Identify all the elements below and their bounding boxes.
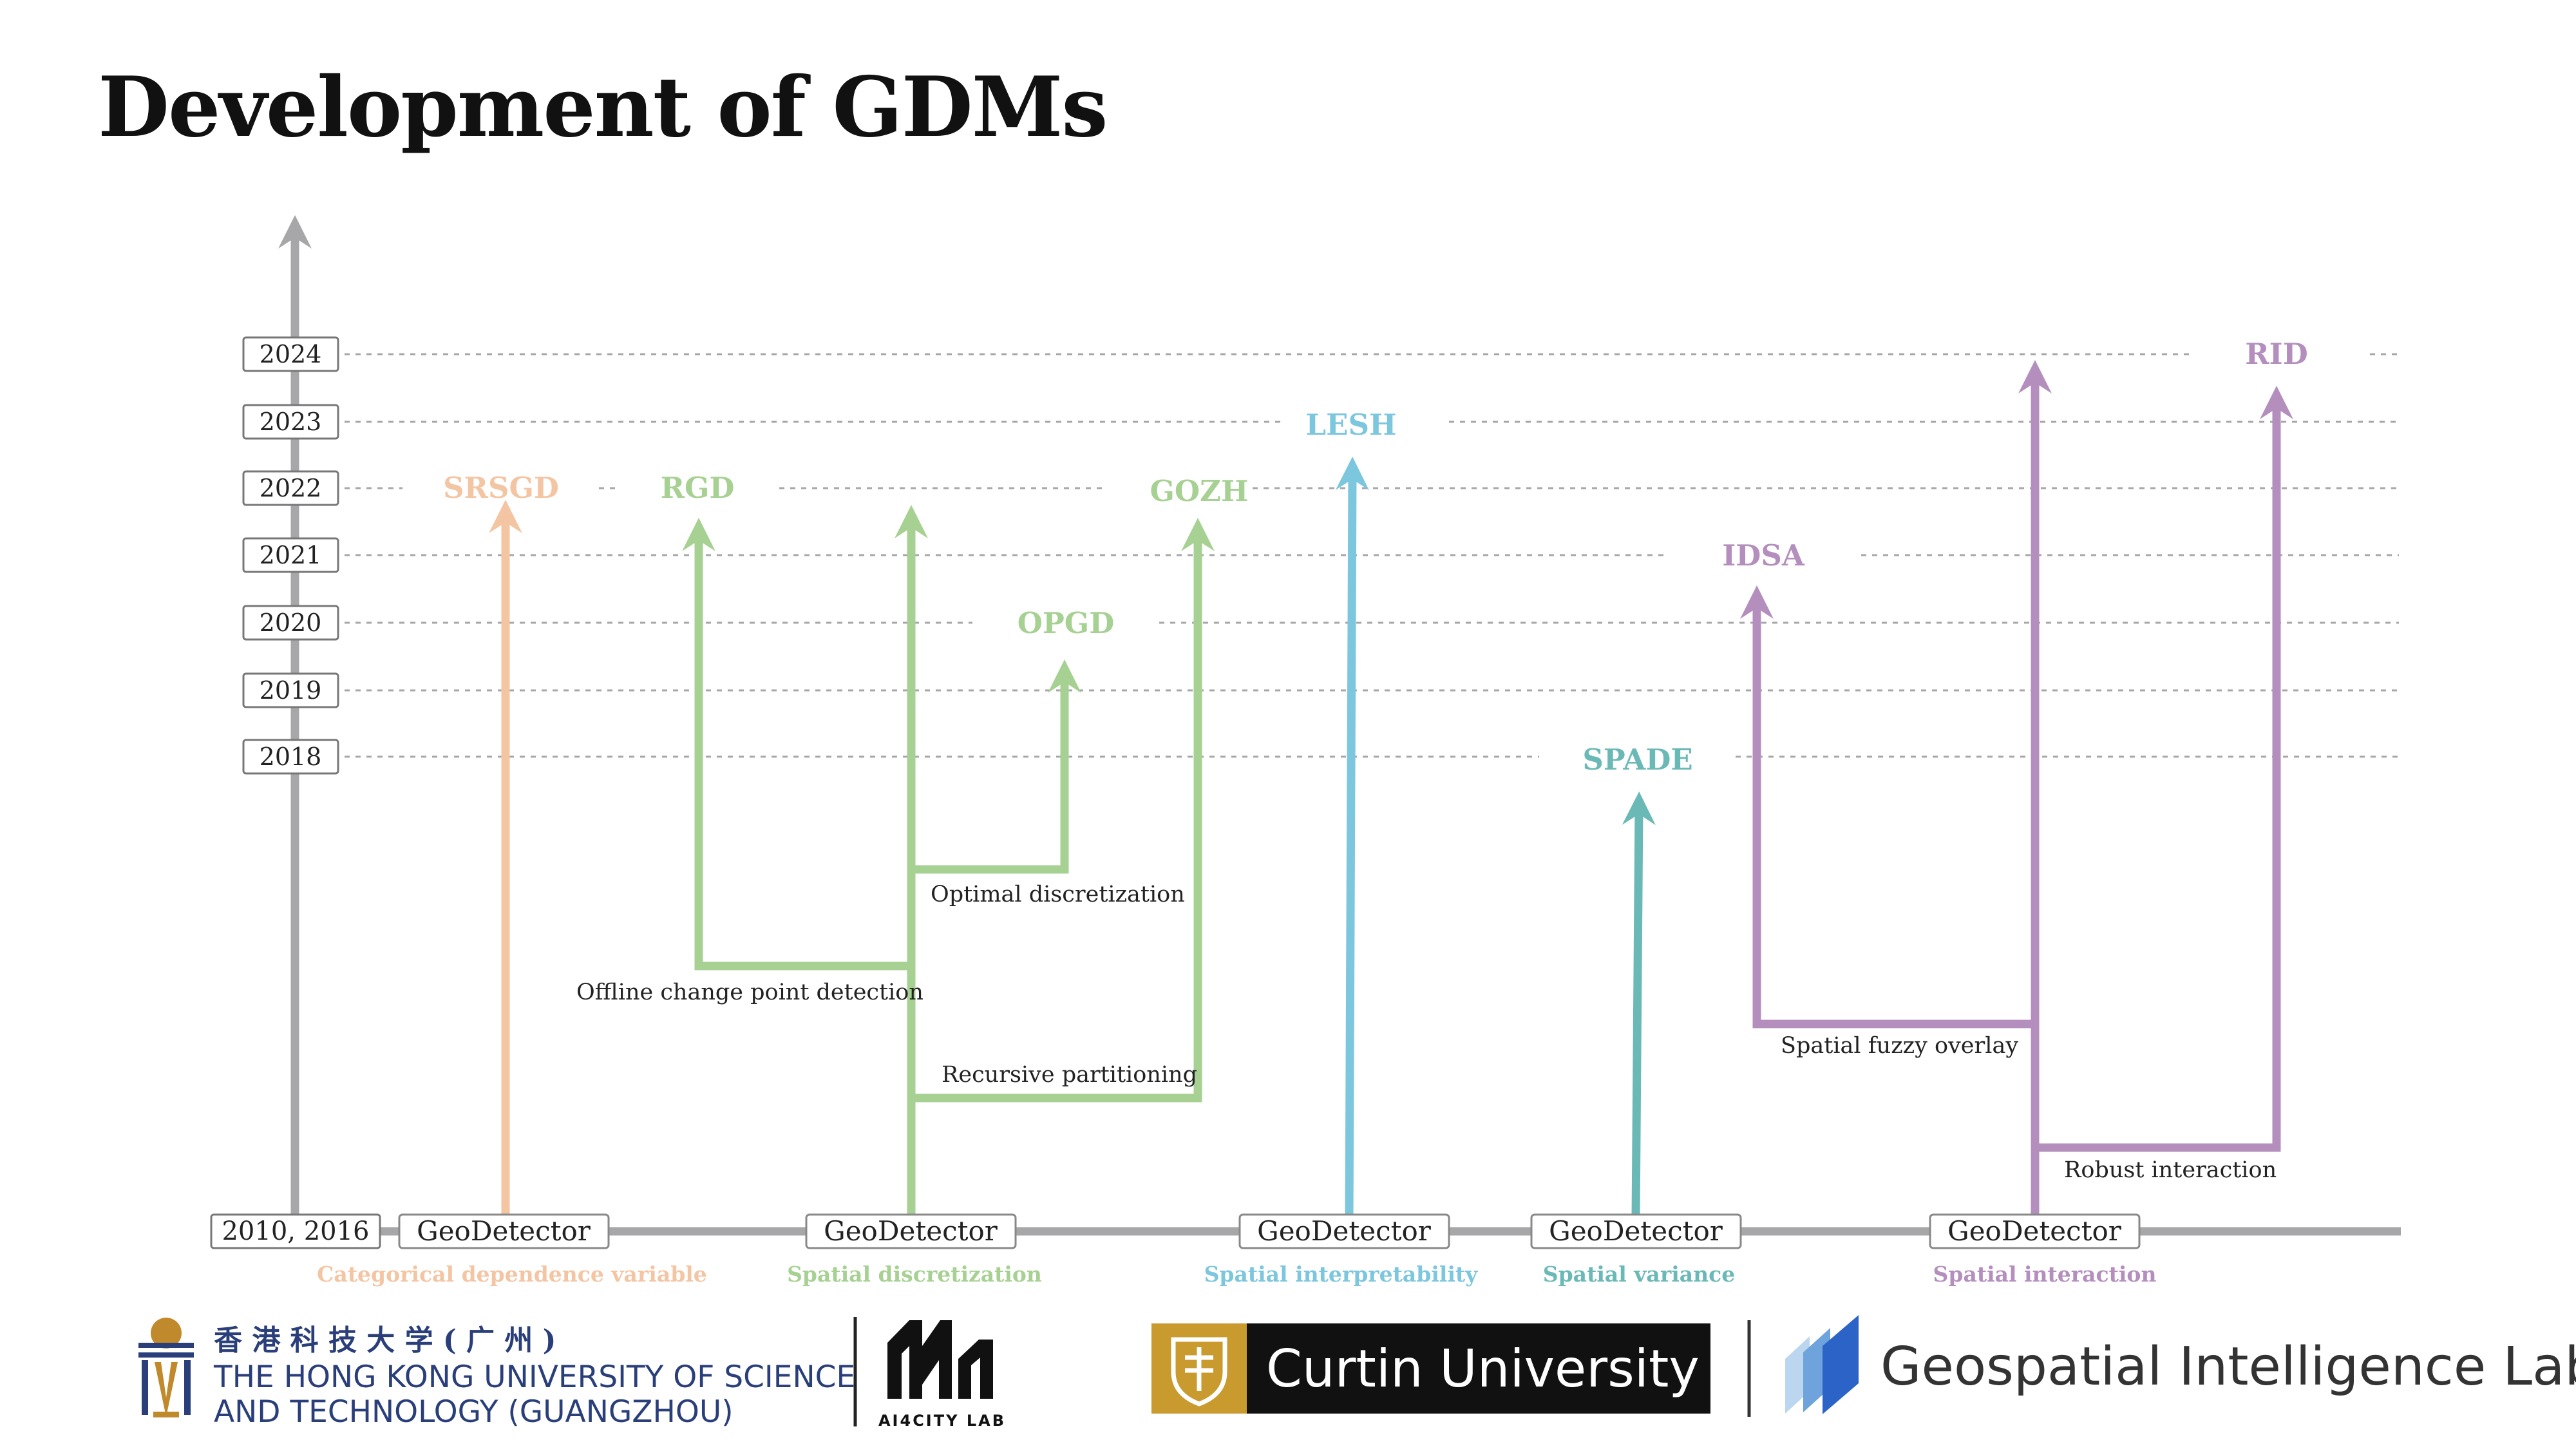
category-captions: Categorical dependence variable Spatial …	[317, 1262, 2156, 1287]
branch-label-offline: Offline change point detection	[576, 980, 923, 1005]
gozh-arrow	[911, 518, 1215, 1103]
year-box-2020	[242, 605, 339, 641]
year-box-2021	[242, 537, 339, 573]
year-label-2020: 2020	[260, 609, 322, 637]
gil-wordmark: Geospatial Intelligence Lab	[1880, 1336, 2576, 1397]
ai4city-logo: AI4CITY LAB	[878, 1320, 1006, 1430]
node-box-interaction	[1929, 1213, 2141, 1249]
hkust-name-line2: AND TECHNOLOGY (GUANGZHOU)	[214, 1394, 734, 1430]
category-discretization: Spatial discretization	[787, 1262, 1042, 1287]
branch-label-fuzzy: Spatial fuzzy overlay	[1781, 1033, 2018, 1059]
ai4city-mark-icon-2	[958, 1340, 993, 1399]
year-label-2022: 2022	[260, 474, 322, 502]
opgd-arrow	[911, 659, 1081, 874]
hkust-chinese-name: 香 港 科 技 大 学 ( 广 州 )	[214, 1324, 556, 1357]
node-geodetector-interpretability: GeoDetector	[1257, 1215, 1432, 1247]
node-box-categorical	[398, 1213, 610, 1249]
year-label-2021: 2021	[260, 541, 322, 569]
branch-label-robust: Robust interaction	[2064, 1157, 2277, 1183]
node-box-variance	[1530, 1213, 1742, 1249]
lesh-arrow	[1335, 457, 1369, 1218]
node-box-interpretability	[1238, 1213, 1450, 1249]
year-box-2022	[242, 470, 339, 506]
branch-label-optimal: Optimal discretization	[931, 882, 1185, 907]
year-label-2024: 2024	[260, 340, 322, 368]
rid-arrow	[2035, 386, 2293, 1152]
node-geodetector-discretization: GeoDetector	[824, 1215, 998, 1247]
category-interpretability: Spatial interpretability	[1204, 1262, 1479, 1287]
node-geodetector-categorical: GeoDetector	[417, 1215, 591, 1247]
hkust-emblem-icon	[138, 1318, 194, 1417]
node-geodetector-interaction: GeoDetector	[1947, 1215, 2122, 1247]
spade-arrow	[1622, 791, 1656, 1218]
method-spade: SPADE	[1582, 743, 1692, 777]
method-idsa: IDSA	[1722, 538, 1805, 573]
year-box-2018	[242, 739, 339, 775]
idsa-arrow	[1740, 585, 2035, 1028]
origin-year-box	[210, 1213, 381, 1249]
node-box-discretization	[805, 1213, 1017, 1249]
category-variance: Spatial variance	[1543, 1262, 1735, 1287]
category-interaction: Spatial interaction	[1933, 1262, 2157, 1287]
rgd-arrow	[682, 518, 911, 971]
curtin-logo: Curtin University	[1151, 1323, 1710, 1414]
node-geodetector-variance: GeoDetector	[1549, 1215, 1723, 1247]
year-gridlines	[345, 353, 2399, 758]
branch-label-recursive: Recursive partitioning	[942, 1062, 1197, 1088]
year-box-2023	[242, 404, 339, 440]
ai4city-mark-icon	[887, 1320, 952, 1399]
curtin-wordmark: Curtin University	[1266, 1339, 1700, 1399]
method-srsgd: SRSGD	[443, 471, 559, 505]
origin-year-label: 2010, 2016	[222, 1217, 369, 1246]
year-box-2019	[242, 672, 339, 708]
gil-logo: Geospatial Intelligence Lab	[1785, 1315, 2576, 1414]
method-opgd: OPGD	[1018, 606, 1115, 640]
category-categorical: Categorical dependence variable	[317, 1262, 707, 1287]
slide-title: Development of GDMs	[98, 59, 1108, 156]
year-label-2023: 2023	[260, 408, 322, 436]
year-labels: 2024 2023 2022 2021 2020 2019 2018 2010,…	[210, 336, 381, 1249]
geodetector-nodes: GeoDetector GeoDetector GeoDetector GeoD…	[398, 1213, 2141, 1249]
method-gozh: GOZH	[1150, 474, 1249, 508]
year-label-2018: 2018	[260, 743, 322, 771]
method-rgd: RGD	[661, 471, 735, 505]
method-lesh: LESH	[1306, 408, 1397, 442]
year-box-2024	[242, 336, 339, 372]
interaction-branches	[1740, 360, 2293, 1217]
discretization-branches	[682, 505, 1215, 1217]
ai4city-label: AI4CITY LAB	[878, 1412, 1006, 1430]
hkust-name-line1: THE HONG KONG UNIVERSITY OF SCIENCE	[213, 1359, 855, 1395]
curtin-shield-icon	[1171, 1337, 1227, 1406]
year-label-2019: 2019	[260, 676, 322, 705]
method-rid: RID	[2245, 337, 2307, 371]
gil-layers-icon	[1785, 1315, 1859, 1414]
curtin-wordmark-bg	[1247, 1323, 1710, 1414]
hkust-gz-logo: 香 港 科 技 大 学 ( 广 州 ) THE HONG KONG UNIVER…	[138, 1318, 855, 1430]
